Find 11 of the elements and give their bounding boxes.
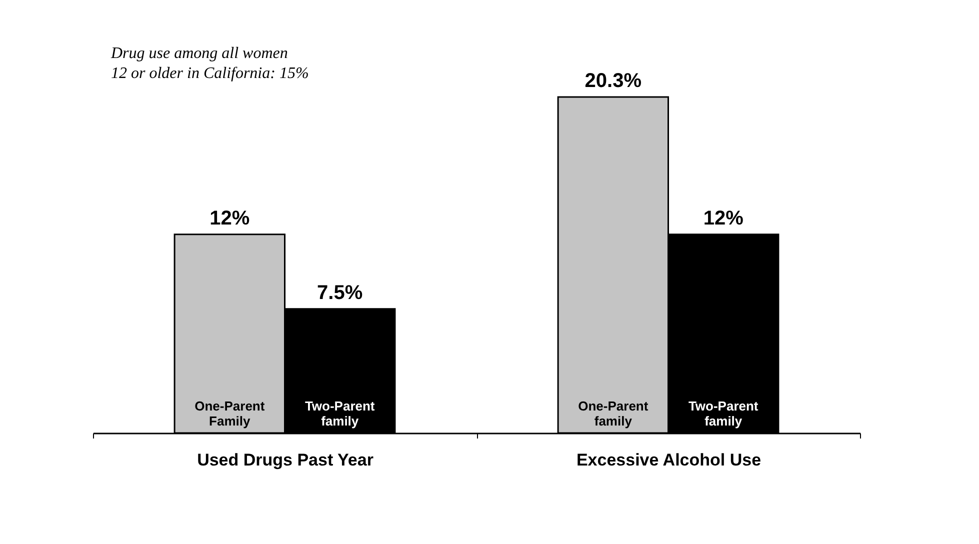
annotation: One-Parent family xyxy=(578,398,649,429)
data-label: 12% xyxy=(210,207,250,230)
data-label: 20.3% xyxy=(584,70,642,92)
data-label: 7.5% xyxy=(317,282,363,304)
x-tick-label: Excessive Alcohol Use xyxy=(576,450,762,470)
x-tick-label: Used Drugs Past Year xyxy=(197,450,374,470)
annotation: Two-Parent family xyxy=(304,398,376,429)
annotation: Two-Parent family xyxy=(688,398,759,429)
data-label: 12% xyxy=(703,207,744,230)
text: Drug use among all women 12 or older in California: 15% xyxy=(110,45,309,82)
annotation: One-Parent Family xyxy=(194,398,266,429)
